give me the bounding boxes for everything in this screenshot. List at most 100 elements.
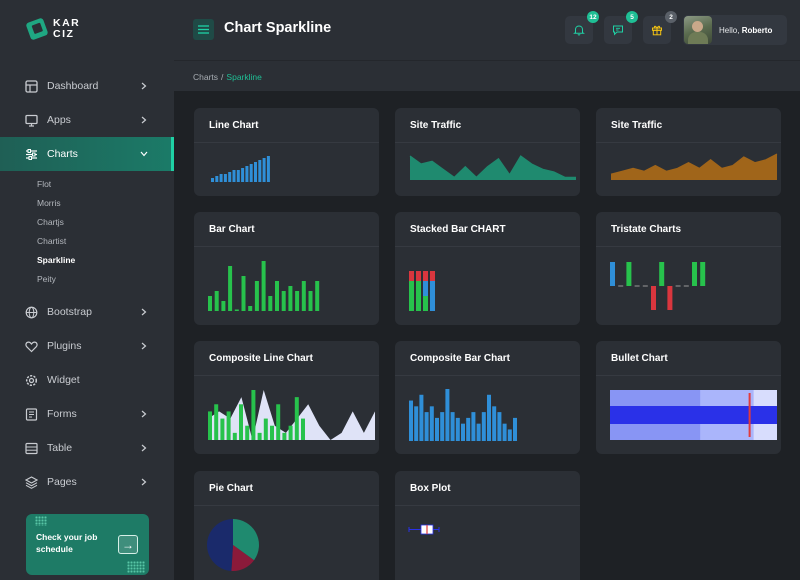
bar-chart-bar — [268, 296, 273, 311]
card-site-traffic-1: Site Traffic — [395, 108, 580, 196]
composite-line-bar — [282, 432, 287, 440]
bar-chart-bar — [254, 281, 259, 311]
messages-button[interactable]: 5 — [604, 11, 638, 44]
tristate-bar — [642, 285, 648, 287]
breadcrumb-separator: / — [221, 72, 224, 82]
tristate-bar — [692, 262, 697, 286]
card-title: Line Chart — [209, 120, 259, 131]
layers-icon — [24, 475, 38, 489]
submenu-item-chartjs[interactable]: Chartjs — [37, 217, 64, 227]
dots-decoration — [35, 516, 47, 526]
notifications-button[interactable]: 12 — [565, 11, 599, 44]
composite-line-bar — [301, 418, 305, 440]
logo-text: KAR CIZ — [53, 18, 80, 40]
card-pie-chart: Pie Chart — [194, 471, 379, 580]
sidebar-item-label: Plugins — [47, 340, 82, 352]
logo-line-2: CIZ — [53, 28, 75, 40]
composite-line-bar — [270, 425, 274, 440]
card-composite-bar-chart: Composite Bar Chart — [395, 341, 580, 454]
card-title: Composite Line Chart — [209, 353, 313, 364]
arrow-right-button[interactable]: → — [118, 535, 138, 554]
tristate-bar — [675, 285, 681, 287]
composite-bar — [455, 417, 460, 441]
bar-chart-bar — [301, 281, 306, 311]
sidebar-item-charts[interactable]: Charts — [0, 137, 174, 171]
menu-toggle-button[interactable] — [193, 19, 214, 40]
sidebar-item-apps[interactable]: Apps — [0, 103, 174, 137]
globe-icon — [24, 305, 38, 319]
line-bar — [266, 156, 270, 182]
sidebar: KAR CIZ Dashboard Apps Charts Flo — [0, 0, 174, 580]
message-count-badge: 5 — [626, 11, 638, 23]
composite-bar — [461, 423, 465, 441]
chevron-down-icon — [138, 148, 150, 160]
sidebar-item-bootstrap[interactable]: Bootstrap — [0, 295, 174, 329]
composite-line-bar — [239, 404, 243, 440]
sidebar-item-label: Forms — [47, 408, 77, 420]
submenu-item-peity[interactable]: Peity — [37, 274, 56, 284]
composite-line-bar — [257, 432, 262, 440]
sidebar-item-label: Pages — [47, 476, 77, 488]
table-icon — [24, 441, 38, 455]
bar-chart-bar — [308, 291, 313, 311]
breadcrumb-charts-link[interactable]: Charts — [193, 72, 219, 82]
sidebar-item-pages[interactable]: Pages — [0, 465, 174, 499]
composite-line-bar — [220, 418, 225, 440]
greeting-text: Hello, — [719, 25, 740, 35]
dots-decoration — [127, 561, 145, 573]
tristate-bar — [683, 285, 689, 287]
traffic2-line — [610, 153, 778, 175]
breadcrumb-bar: Charts / Sparkline — [174, 60, 800, 91]
card-title: Site Traffic — [611, 120, 663, 131]
chevron-right-icon — [138, 306, 150, 318]
logo[interactable]: KAR CIZ — [25, 17, 80, 41]
card-title: Stacked Bar CHART — [410, 224, 506, 235]
submenu-item-morris[interactable]: Morris — [37, 198, 61, 208]
sidebar-item-label: Bootstrap — [47, 306, 92, 318]
user-menu[interactable]: Hello, Roberto — [683, 15, 787, 45]
gifts-button[interactable]: 2 — [643, 11, 677, 44]
bar-chart-bar — [261, 261, 266, 311]
composite-bar — [450, 412, 455, 441]
chevron-right-icon — [138, 80, 150, 92]
sidebar-item-dashboard[interactable]: Dashboard — [0, 69, 174, 103]
line-bar — [245, 166, 249, 182]
sidebar-item-forms[interactable]: Forms — [0, 397, 174, 431]
card-bullet-chart: Bullet Chart — [596, 341, 781, 454]
line-bar — [219, 174, 223, 182]
traffic-area — [410, 156, 576, 180]
line-bar — [262, 158, 266, 182]
top-header: Chart Sparkline 12 5 2 Hello, Roberto — [174, 0, 800, 60]
bar-chart-bar — [281, 291, 286, 311]
line-bar — [236, 170, 240, 182]
heart-icon — [24, 339, 38, 353]
composite-bar — [429, 406, 434, 441]
composite-line-bar — [226, 411, 231, 440]
card-box-plot: Box Plot — [395, 471, 580, 580]
composite-line-bar — [288, 425, 293, 440]
sidebar-item-table[interactable]: Table — [0, 431, 174, 465]
sidebar-item-plugins[interactable]: Plugins — [0, 329, 174, 363]
sidebar-item-label: Dashboard — [47, 80, 99, 92]
composite-bar — [476, 423, 481, 441]
line-bar — [241, 168, 245, 182]
composite-bar-sparkline — [409, 389, 517, 441]
pie-slice — [206, 519, 233, 571]
sidebar-item-widget[interactable]: Widget — [0, 363, 174, 397]
stacked-segment — [430, 281, 435, 311]
bar-chart-bar — [208, 296, 212, 311]
submenu-item-chartist[interactable]: Chartist — [37, 236, 67, 246]
tristate-bar — [659, 262, 665, 286]
user-greeting: Hello, Roberto — [719, 26, 772, 35]
composite-line-sparkline — [208, 390, 375, 440]
card-composite-line-chart: Composite Line Chart — [194, 341, 379, 454]
logo-line-1: KAR — [53, 17, 81, 29]
composite-bar — [424, 412, 429, 441]
composite-line-bar — [263, 418, 268, 440]
monitor-icon — [24, 113, 38, 127]
notification-count-badge: 12 — [587, 11, 599, 23]
avatar — [684, 16, 712, 44]
composite-line-bar — [245, 425, 250, 440]
submenu-item-flot[interactable]: Flot — [37, 179, 52, 189]
submenu-item-sparkline[interactable]: Sparkline — [37, 255, 76, 265]
